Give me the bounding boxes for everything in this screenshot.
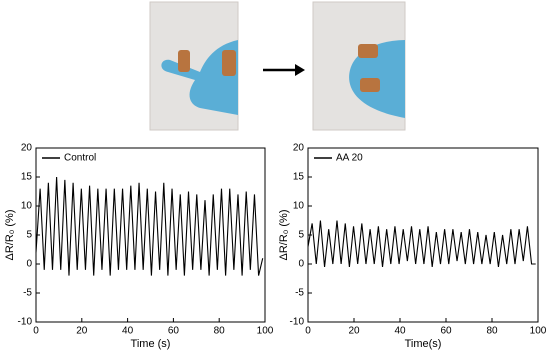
x-tick-label: 20: [348, 326, 360, 337]
x-tick-label: 60: [440, 326, 452, 337]
plot-frame: [307, 147, 539, 323]
y-tick-label: 20: [293, 143, 305, 154]
y-axis-label: ΔR/R₀ (%): [4, 209, 16, 260]
y-tick-label: 20: [21, 143, 33, 154]
x-axis-label: Time(s): [405, 338, 442, 350]
arrow: [263, 64, 305, 76]
y-tick-label: -5: [23, 288, 32, 299]
y-tick-label: 0: [298, 259, 304, 270]
legend-label: Control: [64, 153, 96, 164]
x-axis-label: Time (s): [131, 338, 171, 350]
y-tick-label: 15: [293, 172, 305, 183]
x-tick-label: 100: [257, 326, 274, 337]
legend-label: AA 20: [336, 153, 363, 164]
x-tick-label: 40: [122, 326, 134, 337]
y-tick-label: -10: [18, 317, 33, 328]
y-tick-label: 15: [21, 172, 33, 183]
x-tick-label: 60: [168, 326, 180, 337]
data-line: [35, 176, 264, 276]
y-tick-label: -10: [290, 317, 305, 328]
y-axis-label: ΔR/R₀ (%): [278, 209, 290, 260]
x-tick-label: 80: [486, 326, 498, 337]
photo-right: [312, 1, 406, 131]
x-tick-label: 20: [76, 326, 88, 337]
y-tick-label: 5: [26, 230, 32, 241]
chart: -10 -5 0 5 10 15 20 0 20 40 60 80 100 Time (s) ΔR/R₀ (…: [4, 143, 274, 350]
y-tick-label: 10: [21, 201, 33, 212]
y-tick-label: 5: [298, 230, 304, 241]
chart: -10 -5 0 5 10 15 20 0 20 40 60 80 100 Time(s) ΔR/R₀ (%…: [278, 143, 547, 350]
x-tick-label: 40: [394, 326, 406, 337]
x-tick-label: 0: [33, 326, 39, 337]
photo-left: [149, 1, 239, 131]
x-tick-label: 0: [305, 326, 311, 337]
y-tick-label: 0: [26, 259, 32, 270]
y-tick-label: -5: [295, 288, 304, 299]
x-tick-label: 80: [214, 326, 226, 337]
data-line: [307, 220, 536, 267]
y-tick-label: 10: [293, 201, 305, 212]
x-tick-label: 100: [530, 326, 547, 337]
